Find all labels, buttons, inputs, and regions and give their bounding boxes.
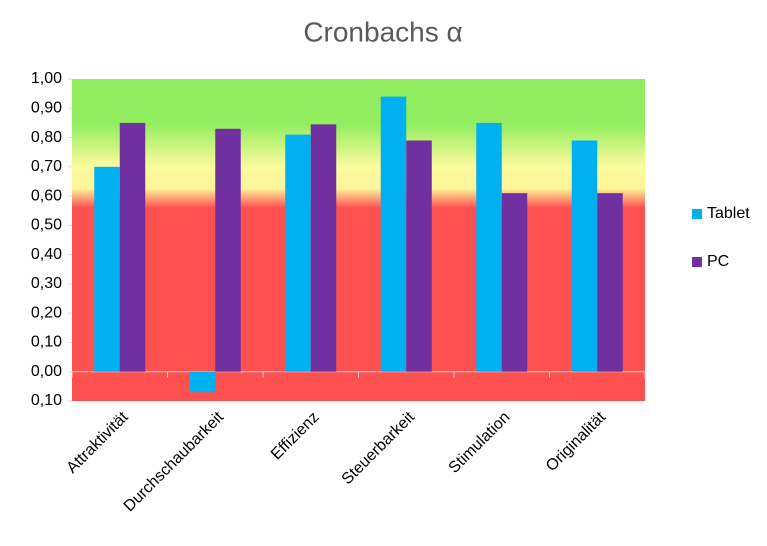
legend-swatch bbox=[692, 209, 702, 219]
y-tick-label: 0,10 bbox=[31, 334, 62, 351]
y-tick-label: 0,60 bbox=[31, 187, 62, 204]
y-tick-label: 0,10 bbox=[31, 392, 62, 409]
y-tick-label: 1,00 bbox=[31, 70, 62, 87]
y-tick-label: 0,50 bbox=[31, 217, 62, 234]
x-tick-label: Stimulation bbox=[446, 409, 514, 477]
x-tick-label: Originalität bbox=[543, 408, 610, 475]
y-tick-label: 0,00 bbox=[31, 363, 62, 380]
bar bbox=[310, 124, 337, 372]
bar bbox=[597, 193, 623, 372]
legend-label: PC bbox=[707, 253, 729, 270]
y-tick-label: 0,70 bbox=[31, 158, 62, 175]
bar bbox=[406, 140, 432, 372]
plot-background bbox=[72, 79, 645, 401]
x-tick-label: Steuerbarkeit bbox=[339, 408, 419, 488]
y-tick-label: 0,80 bbox=[31, 129, 62, 146]
legend-swatch bbox=[692, 257, 702, 267]
x-tick-label: Effizienz bbox=[268, 409, 323, 464]
bar bbox=[215, 128, 241, 372]
bar bbox=[285, 134, 311, 372]
legend-label: Tablet bbox=[707, 205, 750, 222]
x-tick-label: Durchschaubarkeit bbox=[121, 408, 228, 515]
chart-title: Cronbachs α bbox=[303, 16, 462, 47]
bar bbox=[501, 193, 528, 372]
bar bbox=[571, 140, 598, 372]
bar bbox=[189, 371, 216, 393]
bar bbox=[476, 122, 502, 372]
y-tick-label: 0,90 bbox=[31, 99, 62, 116]
x-tick-label: Attraktivität bbox=[64, 408, 132, 476]
bar bbox=[119, 122, 146, 372]
y-tick-label: 0,30 bbox=[31, 275, 62, 292]
bar bbox=[380, 96, 407, 372]
y-tick-label: 0,20 bbox=[31, 304, 62, 321]
y-tick-label: 0,40 bbox=[31, 246, 62, 263]
bar bbox=[94, 166, 120, 372]
